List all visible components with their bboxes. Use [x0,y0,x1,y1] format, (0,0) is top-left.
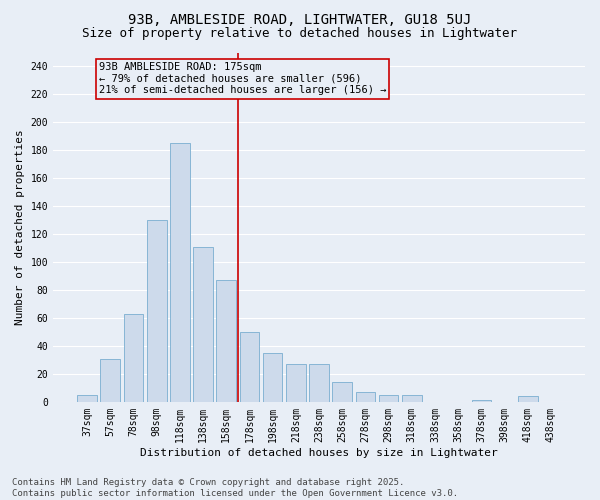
Y-axis label: Number of detached properties: Number of detached properties [15,130,25,325]
Text: Contains HM Land Registry data © Crown copyright and database right 2025.
Contai: Contains HM Land Registry data © Crown c… [12,478,458,498]
Bar [356,392,375,402]
Bar [147,220,167,402]
Text: 93B, AMBLESIDE ROAD, LIGHTWATER, GU18 5UJ: 93B, AMBLESIDE ROAD, LIGHTWATER, GU18 5U… [128,12,472,26]
Bar [309,364,329,402]
Bar [193,246,213,402]
X-axis label: Distribution of detached houses by size in Lightwater: Distribution of detached houses by size … [140,448,498,458]
Bar [518,396,538,402]
Bar [472,400,491,402]
Bar [402,395,422,402]
Bar [379,395,398,402]
Bar [170,144,190,402]
Bar [100,358,120,402]
Bar [332,382,352,402]
Bar [263,353,283,402]
Bar [217,280,236,402]
Text: 93B AMBLESIDE ROAD: 175sqm
← 79% of detached houses are smaller (596)
21% of sem: 93B AMBLESIDE ROAD: 175sqm ← 79% of deta… [98,62,386,96]
Bar [124,314,143,402]
Bar [77,395,97,402]
Text: Size of property relative to detached houses in Lightwater: Size of property relative to detached ho… [83,28,517,40]
Bar [286,364,305,402]
Bar [239,332,259,402]
